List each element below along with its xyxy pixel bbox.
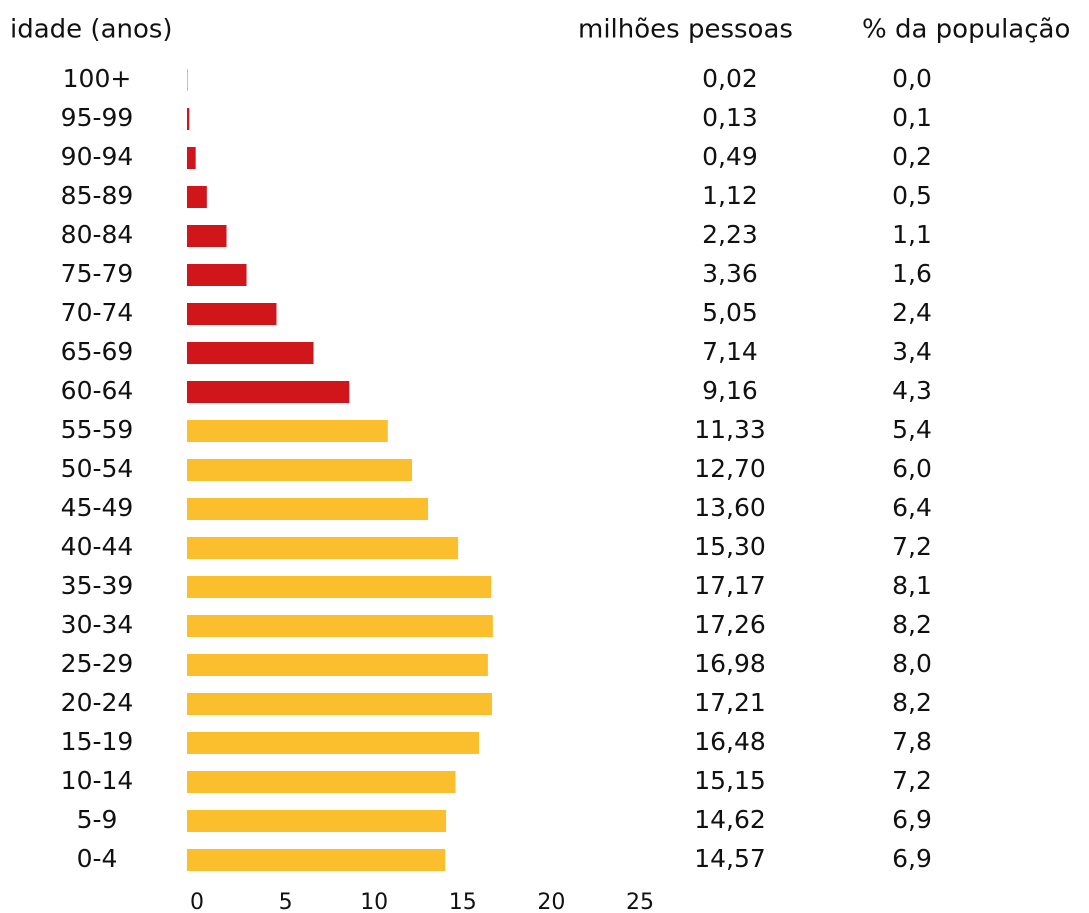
bar <box>187 498 428 520</box>
bar <box>187 732 480 754</box>
category-label: 30-34 <box>61 610 134 639</box>
bar <box>187 381 350 403</box>
percent-label: 8,0 <box>892 649 932 678</box>
percent-label: 3,4 <box>892 337 932 366</box>
category-label: 80-84 <box>61 220 134 249</box>
percent-label: 6,9 <box>892 844 932 873</box>
value-label: 17,17 <box>694 571 766 600</box>
percent-label: 7,2 <box>892 532 932 561</box>
bar <box>187 108 190 130</box>
category-label: 65-69 <box>61 337 134 366</box>
value-label: 1,12 <box>702 181 758 210</box>
category-label: 100+ <box>63 64 132 93</box>
x-tick-label: 15 <box>449 890 477 913</box>
value-label: 7,14 <box>702 337 758 366</box>
category-label: 15-19 <box>61 727 134 756</box>
value-label: 15,30 <box>694 532 766 561</box>
category-label: 20-24 <box>61 688 134 717</box>
x-tick-label: 10 <box>360 890 388 913</box>
percent-label: 8,2 <box>892 688 932 717</box>
category-label: 60-64 <box>61 376 134 405</box>
percent-label: 6,9 <box>892 805 932 834</box>
category-label: 75-79 <box>61 259 134 288</box>
value-label: 9,16 <box>702 376 758 405</box>
category-label: 85-89 <box>61 181 134 210</box>
value-label: 5,05 <box>702 298 758 327</box>
category-label: 10-14 <box>61 766 134 795</box>
percent-label: 0,0 <box>892 64 932 93</box>
bar <box>187 654 488 676</box>
category-label: 95-99 <box>61 103 134 132</box>
value-label: 16,98 <box>694 649 766 678</box>
category-label: 90-94 <box>61 142 134 171</box>
bar <box>187 147 196 169</box>
bar <box>187 225 227 247</box>
percent-label: 7,2 <box>892 766 932 795</box>
x-tick-label: 25 <box>626 890 654 913</box>
percent-label: 1,6 <box>892 259 932 288</box>
percent-label: 0,1 <box>892 103 932 132</box>
bar <box>187 693 492 715</box>
bar <box>187 771 456 793</box>
bar <box>187 264 247 286</box>
category-label: 35-39 <box>61 571 134 600</box>
percent-label: 2,4 <box>892 298 932 327</box>
percent-label: 0,2 <box>892 142 932 171</box>
category-label: 40-44 <box>61 532 134 561</box>
bar <box>187 420 388 442</box>
bar <box>187 459 413 481</box>
percent-label: 5,4 <box>892 415 932 444</box>
category-label: 50-54 <box>61 454 134 483</box>
value-label: 17,26 <box>694 610 766 639</box>
bar <box>187 303 277 325</box>
value-label: 14,57 <box>694 844 766 873</box>
value-label: 14,62 <box>694 805 766 834</box>
category-label: 0-4 <box>77 844 118 873</box>
x-tick-label: 0 <box>190 890 204 913</box>
percent-label: 8,2 <box>892 610 932 639</box>
category-label: 55-59 <box>61 415 134 444</box>
value-label: 3,36 <box>702 259 758 288</box>
bar <box>187 849 446 871</box>
category-label: 5-9 <box>77 805 118 834</box>
percent-label: 4,3 <box>892 376 932 405</box>
value-label: 0,49 <box>702 142 758 171</box>
x-tick-label: 20 <box>537 890 565 913</box>
value-label: 17,21 <box>694 688 766 717</box>
value-label: 2,23 <box>702 220 758 249</box>
percent-label: 1,1 <box>892 220 932 249</box>
percent-label: 6,4 <box>892 493 932 522</box>
bar <box>187 537 459 559</box>
value-label: 11,33 <box>694 415 766 444</box>
bar <box>187 342 314 364</box>
x-tick-label: 5 <box>279 890 293 913</box>
category-label: 45-49 <box>61 493 134 522</box>
percent-label: 7,8 <box>892 727 932 756</box>
value-label: 0,02 <box>702 64 758 93</box>
percent-label: 8,1 <box>892 571 932 600</box>
value-label: 13,60 <box>694 493 766 522</box>
value-header: milhões pessoas <box>578 15 793 45</box>
bar <box>187 615 493 637</box>
percent-label: 0,5 <box>892 181 932 210</box>
value-label: 0,13 <box>702 103 758 132</box>
category-label: 70-74 <box>61 298 134 327</box>
bar <box>187 576 492 598</box>
category-header: idade (anos) <box>10 15 173 45</box>
bar <box>187 186 207 208</box>
percent-header: % da população <box>862 15 1070 45</box>
value-label: 16,48 <box>694 727 766 756</box>
category-label: 25-29 <box>61 649 134 678</box>
value-label: 12,70 <box>694 454 766 483</box>
value-label: 15,15 <box>694 766 766 795</box>
bar <box>187 810 447 832</box>
percent-label: 6,0 <box>892 454 932 483</box>
